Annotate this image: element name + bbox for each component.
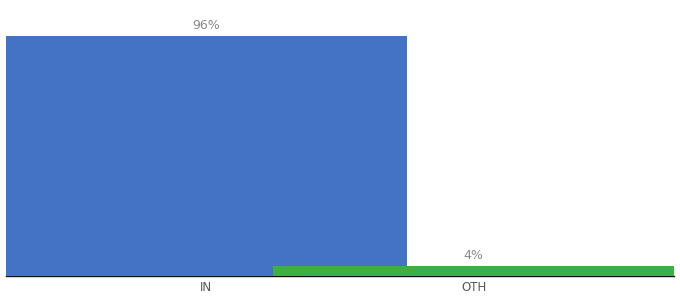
Text: 4%: 4% bbox=[464, 249, 483, 262]
Bar bbox=[273, 266, 675, 276]
Bar bbox=[5, 36, 407, 276]
Text: 96%: 96% bbox=[192, 19, 220, 32]
